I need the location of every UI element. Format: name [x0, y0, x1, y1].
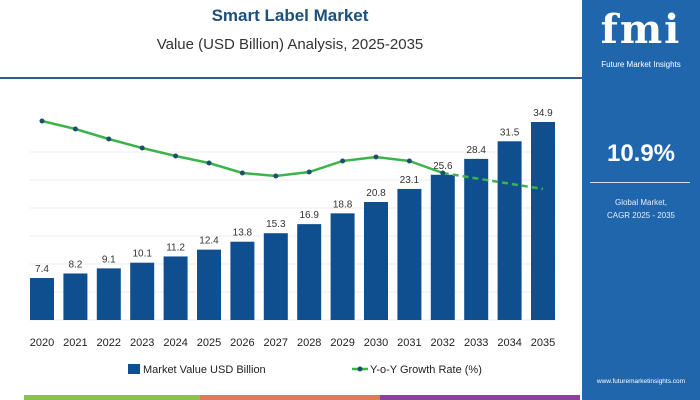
x-tick-2025: 2025 — [197, 337, 221, 349]
cagr-value: 10.9% — [606, 140, 676, 167]
growth-point-2027 — [273, 173, 279, 179]
bar-2032 — [430, 174, 455, 320]
bar-label-2020: 7.4 — [35, 264, 49, 275]
bar-label-2032: 25.6 — [433, 161, 453, 172]
bar-2030 — [364, 201, 388, 320]
bar-label-2030: 20.8 — [366, 188, 386, 199]
bar-2034 — [497, 141, 522, 320]
x-tick-2026: 2026 — [230, 337, 254, 349]
bar-2021 — [63, 273, 88, 320]
chart-title: Smart Label Market — [211, 6, 369, 25]
fmi-logo: fmi — [600, 6, 682, 53]
chart: 7.4 2020 8.2 2021 9.1 2022 10.1 2023 11.2 2024 12.… — [30, 108, 556, 376]
legend-bar-label: Market Value USD Billion — [143, 364, 266, 376]
x-tick-2020: 2020 — [30, 337, 54, 349]
bar-label-2021: 8.2 — [68, 259, 82, 270]
x-tick-2031: 2031 — [397, 337, 421, 349]
chart-subtitle: Value (USD Billion) Analysis, 2025-2035 — [156, 36, 424, 53]
bar-label-2034: 31.5 — [500, 127, 520, 138]
x-tick-2027: 2027 — [264, 337, 288, 349]
side-panel: fmi Future Market Insights 10.9% Global … — [582, 0, 700, 400]
x-tick-2034: 2034 — [497, 337, 521, 349]
panel-divider — [590, 182, 690, 183]
growth-point-2032 — [440, 170, 446, 176]
growth-point-2029 — [340, 158, 346, 164]
stripe-orange — [200, 395, 380, 400]
bar-label-2027: 15.3 — [266, 219, 286, 230]
bar-2024 — [163, 256, 188, 320]
bar-label-2029: 18.8 — [333, 199, 353, 210]
growth-point-2030 — [373, 154, 379, 160]
bar-2028 — [297, 224, 322, 320]
bar-2020 — [30, 278, 54, 320]
x-tick-2033: 2033 — [464, 337, 488, 349]
stripe-purple — [380, 395, 580, 400]
growth-point-2021 — [72, 126, 78, 132]
bar-label-2023: 10.1 — [132, 249, 152, 260]
bar-label-2025: 12.4 — [199, 236, 219, 247]
growth-point-2026 — [239, 170, 245, 176]
growth-point-2025 — [206, 160, 212, 166]
bar-2023 — [130, 262, 155, 320]
growth-point-2024 — [173, 153, 179, 159]
growth-point-2020 — [39, 118, 45, 124]
growth-point-2022 — [106, 136, 112, 142]
x-tick-2032: 2032 — [431, 337, 455, 349]
cagr-label: Global Market, CAGR 2025 - 2035 — [582, 196, 700, 222]
bar-label-2033: 28.4 — [466, 145, 486, 156]
x-tick-2022: 2022 — [97, 337, 121, 349]
header-divider — [0, 77, 582, 79]
logo-subtitle: Future Market Insights — [601, 60, 681, 69]
bar-2026 — [230, 241, 255, 320]
x-tick-2021: 2021 — [63, 337, 87, 349]
growth-point-2023 — [139, 145, 145, 151]
bar-2029 — [330, 213, 355, 320]
legend-bar-swatch — [128, 364, 140, 374]
cagr-label-line2: CAGR 2025 - 2035 — [606, 211, 676, 220]
bar-2022 — [96, 268, 121, 320]
bar-2025 — [197, 249, 221, 320]
bar-label-2028: 16.9 — [299, 210, 319, 221]
website-link[interactable]: www.futuremarketinsights.com — [596, 378, 686, 385]
cagr-label-line1: Global Market, — [614, 198, 668, 207]
legend-line-marker — [357, 366, 363, 372]
x-tick-2030: 2030 — [364, 337, 388, 349]
bar-label-2022: 9.1 — [102, 254, 116, 265]
bar-2031 — [397, 188, 422, 320]
x-tick-2035: 2035 — [531, 337, 555, 349]
growth-line-forecast — [442, 171, 544, 191]
bar-2027 — [263, 233, 288, 320]
bar-2033 — [464, 158, 489, 320]
growth-point-2028 — [306, 169, 312, 175]
bar-2035 — [531, 122, 555, 320]
bar-label-2024: 11.2 — [166, 242, 185, 253]
x-tick-2028: 2028 — [297, 337, 321, 349]
legend-line-label: Y-o-Y Growth Rate (%) — [370, 364, 482, 376]
x-tick-2023: 2023 — [130, 337, 154, 349]
growth-point-2031 — [406, 158, 412, 164]
stripe-green — [24, 395, 200, 400]
bar-label-2026: 13.8 — [233, 228, 253, 239]
x-tick-2024: 2024 — [163, 337, 187, 349]
bar-label-2031: 23.1 — [400, 175, 420, 186]
bar-label-2035: 34.9 — [533, 108, 553, 119]
x-tick-2029: 2029 — [330, 337, 354, 349]
growth-line — [41, 119, 444, 178]
